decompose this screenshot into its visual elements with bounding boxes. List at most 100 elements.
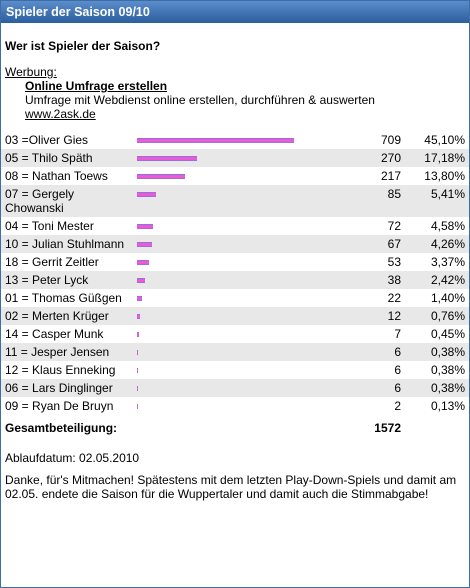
vote-bar [137,278,146,283]
percent: 13,80% [424,169,465,183]
percent: 0,38% [405,379,469,397]
result-row: 13 = Peter Lyck 38 2,42% [1,271,469,289]
header: Spieler der Saison 09/10 [1,1,469,23]
votes: 7 [394,327,401,341]
vote-bar [137,368,139,373]
percent: 1,40% [430,291,465,305]
bar-cell [133,307,341,325]
bar-cell [133,131,341,149]
votes: 2 [394,399,401,413]
percent: 17,18% [405,149,469,167]
percent: 0,38% [430,363,465,377]
votes: 270 [341,149,405,167]
percent: 5,41% [405,185,469,217]
vote-bar [137,260,149,265]
votes: 12 [341,307,405,325]
bar-cell [133,253,341,271]
bar-cell [133,235,341,253]
candidate-name: 12 = Klaus Enneking [5,363,116,377]
vote-bar [137,192,156,197]
result-row: 18 = Gerrit Zeitler 53 3,37% [1,253,469,271]
candidate-name: 11 = Jesper Jensen [1,343,133,361]
bar-cell [133,217,341,235]
bar-cell [133,149,341,167]
percent: 3,37% [430,255,465,269]
votes: 709 [380,133,401,147]
vote-bar [137,224,153,229]
result-row: 11 = Jesper Jensen 6 0,38% [1,343,469,361]
candidate-name: 07 = Gergely Chowanski [1,185,133,217]
bar-cell [133,397,341,415]
total-row: Gesamtbeteiligung: 1572 [1,415,469,437]
result-row: 12 = Klaus Enneking 6 0,38% [1,361,469,379]
votes: 72 [387,219,401,233]
bar-cell [133,289,341,307]
percent: 4,26% [405,235,469,253]
percent: 0,38% [405,343,469,361]
spacer [405,415,469,437]
result-row: 10 = Julian Stuhlmann 67 4,26% [1,235,469,253]
percent: 0,13% [430,399,465,413]
bar-cell [133,271,341,289]
result-row: 06 = Lars Dinglinger 6 0,38% [1,379,469,397]
candidate-name: 18 = Gerrit Zeitler [5,255,99,269]
vote-bar [137,332,139,337]
candidate-name: 08 = Nathan Toews [5,169,108,183]
expiry: Ablaufdatum: 02.05.2010 [5,451,140,465]
vote-bar [137,296,142,301]
ad: Werbung: Online Umfrage erstellen Umfrag… [5,65,465,121]
vote-bar [137,350,139,355]
votes: 38 [341,271,405,289]
result-row: 07 = Gergely Chowanski 85 5,41% [1,185,469,217]
candidate-name: 02 = Merten Krüger [1,307,133,325]
results-table: 03 =Oliver Gies 709 45,10% 05 = Thilo Späth… [1,131,469,437]
result-row: 08 = Nathan Toews 217 13,80% [1,167,469,185]
result-row: 09 = Ryan De Bruyn 2 0,13% [1,397,469,415]
votes: 22 [387,291,401,305]
vote-bar [137,138,294,143]
votes: 85 [341,185,405,217]
total-label: Gesamtbeteiligung: [5,421,118,435]
total: 1572 [374,421,401,435]
result-row: 02 = Merten Krüger 12 0,76% [1,307,469,325]
question: Wer ist Spieler der Saison? [5,39,161,53]
bar-cell [133,167,341,185]
ad-label: Werbung: [5,65,57,79]
percent: 45,10% [424,133,465,147]
bar-cell [133,325,341,343]
header-title: Spieler der Saison 09/10 [6,5,150,19]
votes: 67 [341,235,405,253]
votes: 53 [387,255,401,269]
candidate-name: 05 = Thilo Späth [1,149,133,167]
bar-cell [133,361,341,379]
candidate-name: 03 =Oliver Gies [5,133,89,147]
vote-bar [137,386,139,391]
result-row: 03 =Oliver Gies 709 45,10% [1,131,469,149]
bar-cell [133,185,341,217]
candidate-name: 13 = Peter Lyck [1,271,133,289]
result-row: 01 = Thomas Güßgen 22 1,40% [1,289,469,307]
percent: 4,58% [430,219,465,233]
note: Danke, für's Mitmachen! Spätestens mit d… [5,473,457,501]
percent: 0,76% [405,307,469,325]
candidate-name: 04 = Toni Mester [5,219,94,233]
percent: 0,45% [430,327,465,341]
percent: 2,42% [405,271,469,289]
result-row: 05 = Thilo Späth 270 17,18% [1,149,469,167]
bar-cell [133,379,341,397]
footer: Ablaufdatum: 02.05.2010 Danke, für's Mit… [5,451,465,501]
ad-text: Umfrage mit Webdienst online erstellen, … [25,93,375,107]
vote-bar [137,314,140,319]
votes: 217 [380,169,401,183]
candidate-name: 06 = Lars Dinglinger [1,379,133,397]
ad-url[interactable]: www.2ask.de [25,107,96,121]
votes: 6 [341,379,405,397]
vote-bar [137,156,197,161]
votes: 6 [341,343,405,361]
ad-title[interactable]: Online Umfrage erstellen [25,79,168,93]
candidate-name: 01 = Thomas Güßgen [5,291,122,305]
bar-cell [133,343,341,361]
votes: 6 [394,363,401,377]
